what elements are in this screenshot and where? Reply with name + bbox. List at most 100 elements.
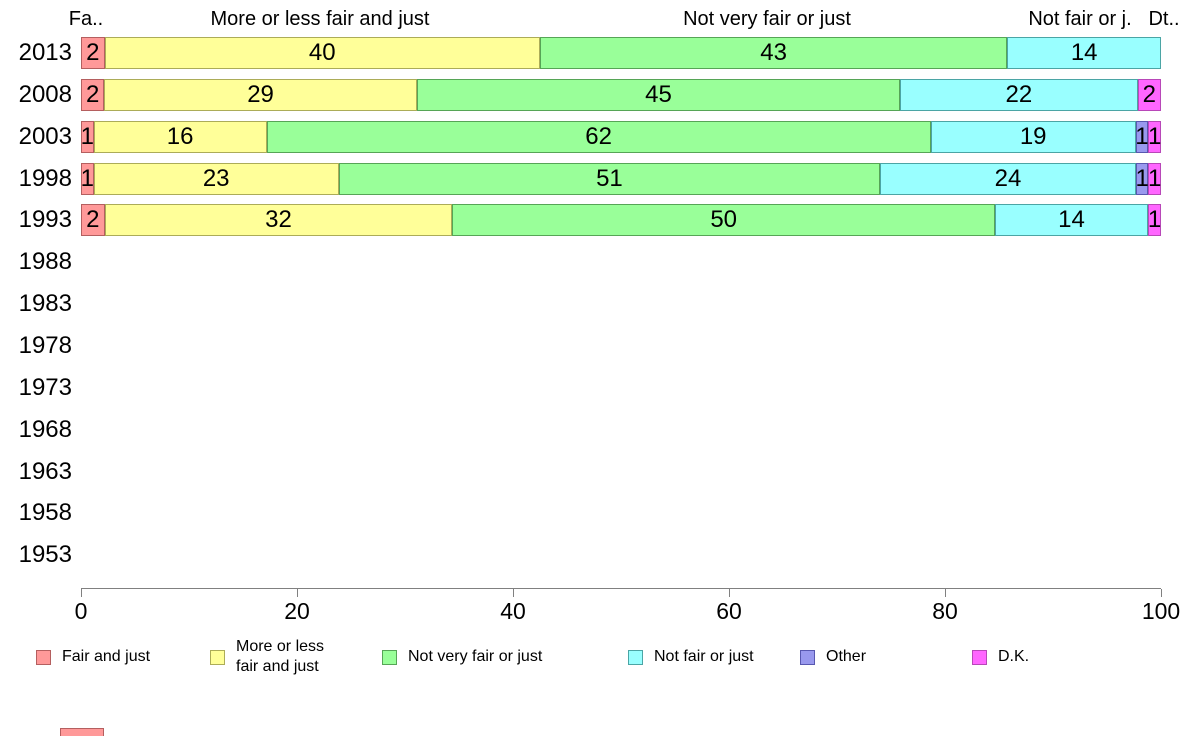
bar-segment-more-or-less-fair-and-just[interactable]: 32 bbox=[104, 204, 453, 237]
bar-segment-not-very-fair-or-just[interactable]: 43 bbox=[539, 37, 1008, 69]
bar-segment-not-very-fair-or-just[interactable]: 45 bbox=[416, 78, 901, 111]
column-header-truncated: Dt.. bbox=[1148, 8, 1180, 30]
x-axis-tick-label: 20 bbox=[284, 598, 310, 624]
bar-value-label: 19 bbox=[1019, 122, 1047, 150]
column-header-more-or-less: More or less fair and just bbox=[210, 8, 430, 30]
bar-value-label: 1 bbox=[1147, 122, 1162, 150]
year-label-2008: 2008 bbox=[18, 80, 72, 108]
bar-segment-more-or-less-fair-and-just[interactable]: 29 bbox=[104, 78, 417, 111]
bar-segment-more-or-less-fair-and-just[interactable]: 16 bbox=[93, 120, 267, 153]
legend-swatch-not-fair-icon bbox=[628, 649, 643, 665]
x-axis-tick-label: 80 bbox=[932, 598, 958, 624]
bar-value-label: 1 bbox=[1135, 122, 1149, 150]
bar-segment-not-very-fair-or-just[interactable]: 62 bbox=[266, 120, 931, 153]
bar-value-label: 22 bbox=[1005, 80, 1033, 108]
legend-item-not-fair[interactable]: Not fair or just bbox=[628, 640, 754, 674]
bar-segment-not-fair-or-just[interactable]: 14 bbox=[994, 204, 1149, 237]
bar-value-label: 2 bbox=[86, 39, 100, 66]
bar-value-label: 14 bbox=[1070, 39, 1098, 66]
bar-value-label: 2 bbox=[86, 206, 100, 234]
bar-segment-other[interactable]: 1 bbox=[1135, 120, 1149, 153]
legend-swatch-dk-icon bbox=[972, 649, 987, 665]
bar-value-label: 2 bbox=[1142, 80, 1156, 108]
bar-segment-not-very-fair-or-just[interactable]: 50 bbox=[452, 204, 995, 237]
bar-segment-other[interactable]: 1 bbox=[1135, 162, 1149, 195]
bar-value-label: 62 bbox=[585, 122, 612, 150]
x-axis-tick bbox=[513, 589, 514, 597]
bar-value-label: 29 bbox=[247, 80, 274, 108]
bar-value-label: 32 bbox=[265, 206, 292, 234]
bar-segment-more-or-less-fair-and-just[interactable]: 23 bbox=[93, 162, 339, 195]
legend-item-dk[interactable]: D.K. bbox=[972, 640, 1029, 674]
bar-row-2008: 2 29 45 22 2 bbox=[81, 78, 1162, 111]
year-label-1978: 1978 bbox=[18, 331, 72, 359]
year-label-1963: 1963 bbox=[18, 457, 72, 485]
x-axis-tick bbox=[945, 589, 946, 597]
bar-value-label: 1 bbox=[1147, 206, 1162, 234]
bar-segment-not-fair-or-just[interactable]: 19 bbox=[930, 120, 1136, 153]
legend-item-other[interactable]: Other bbox=[800, 640, 866, 674]
legend-label: Other bbox=[826, 648, 867, 665]
x-axis-line bbox=[81, 588, 1161, 589]
legend-label: Fair and just bbox=[62, 648, 151, 665]
x-axis-tick bbox=[81, 589, 82, 597]
bar-value-label: 1 bbox=[80, 164, 94, 192]
legend-swatch-other-icon bbox=[800, 649, 815, 665]
x-axis-tick-label: 100 bbox=[1141, 598, 1181, 624]
year-label-1953: 1953 bbox=[18, 541, 72, 569]
bar-row-1993: 2 32 50 14 1 bbox=[81, 204, 1162, 237]
bar-segment-fair-and-just[interactable]: 1 bbox=[80, 162, 94, 195]
bar-segment-not-fair-or-just[interactable]: 14 bbox=[1007, 37, 1161, 69]
x-axis-tick-label: 40 bbox=[500, 598, 526, 624]
year-label-1988: 1988 bbox=[18, 248, 72, 276]
bar-segment-d-k[interactable]: 2 bbox=[1137, 78, 1162, 111]
legend-swatch-fair-and-just-icon bbox=[36, 649, 51, 665]
x-axis-tick bbox=[1161, 589, 1162, 597]
bar-value-label: 24 bbox=[994, 164, 1022, 192]
x-axis-tick bbox=[729, 589, 730, 597]
bar-segment-fair-and-just[interactable]: 2 bbox=[81, 37, 105, 69]
bar-segment-more-or-less-fair-and-just[interactable]: 40 bbox=[104, 37, 540, 69]
legend-item-not-very-fair[interactable]: Not very fair or just bbox=[382, 640, 542, 674]
year-label-1983: 1983 bbox=[18, 290, 72, 318]
bar-segment-not-fair-or-just[interactable]: 22 bbox=[900, 78, 1138, 111]
x-axis-tick-label: 60 bbox=[716, 598, 742, 624]
bar-segment-not-fair-or-just[interactable]: 24 bbox=[880, 162, 1136, 195]
bar-value-label: 51 bbox=[596, 164, 623, 192]
bar-row-1998: 1 23 51 24 1 1 bbox=[80, 162, 1161, 195]
bar-row-2003: 1 16 62 19 1 1 bbox=[80, 120, 1162, 153]
partial-bar-fragment bbox=[60, 728, 104, 736]
column-header-fair-and-just: Fa.. bbox=[68, 8, 104, 30]
legend-label: Not very fair or just bbox=[408, 648, 543, 665]
legend-item-more-or-less[interactable]: More or less fair and just bbox=[210, 638, 324, 675]
bar-value-label: 2 bbox=[86, 80, 100, 108]
year-label-1958: 1958 bbox=[18, 499, 72, 527]
bar-segment-not-very-fair-or-just[interactable]: 51 bbox=[338, 162, 881, 195]
year-label-2003: 2003 bbox=[18, 122, 72, 150]
year-label-1973: 1973 bbox=[18, 373, 72, 401]
year-label-1998: 1998 bbox=[18, 164, 72, 192]
year-label-2013: 2013 bbox=[18, 39, 72, 66]
bar-value-label: 45 bbox=[645, 80, 672, 108]
bar-segment-d-k[interactable]: 1 bbox=[1147, 204, 1162, 237]
bar-segment-d-k[interactable]: 1 bbox=[1147, 120, 1162, 153]
bar-value-label: 40 bbox=[308, 39, 336, 66]
bar-segment-fair-and-just[interactable]: 2 bbox=[81, 204, 105, 237]
column-header-not-fair: Not fair or j. bbox=[1028, 8, 1132, 30]
year-label-1968: 1968 bbox=[18, 415, 72, 443]
bar-segment-fair-and-just[interactable]: 2 bbox=[81, 78, 105, 111]
bar-value-label: 1 bbox=[80, 122, 95, 150]
year-label-1993: 1993 bbox=[18, 206, 72, 234]
bar-segment-d-k[interactable]: 1 bbox=[1148, 162, 1161, 195]
bar-value-label: 16 bbox=[166, 122, 194, 150]
bar-value-label: 1 bbox=[1135, 164, 1149, 192]
legend-item-fair-and-just[interactable]: Fair and just bbox=[36, 640, 150, 674]
legend-label: Not fair or just bbox=[654, 648, 754, 665]
column-header-not-very-fair: Not very fair or just bbox=[683, 8, 851, 30]
bar-value-label: 23 bbox=[202, 164, 230, 192]
bar-value-label: 43 bbox=[760, 39, 787, 66]
x-axis-tick-label: 0 bbox=[74, 598, 88, 624]
legend-swatch-more-or-less-icon bbox=[210, 649, 225, 665]
bar-segment-fair-and-just[interactable]: 1 bbox=[80, 120, 95, 153]
